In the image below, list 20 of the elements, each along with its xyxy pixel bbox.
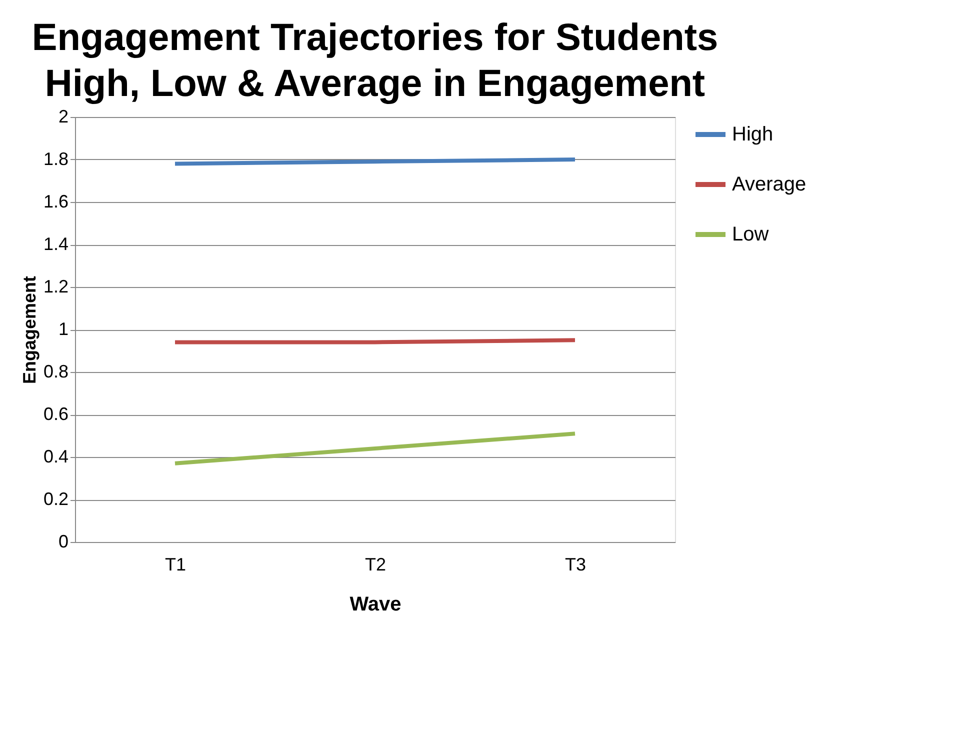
legend-label: High	[732, 124, 774, 146]
y-axis-title: Engagement	[19, 276, 40, 384]
y-tick-label: 0.8	[43, 362, 68, 382]
y-tick-label: 1.2	[43, 276, 68, 296]
legend-label: Low	[732, 224, 770, 246]
chart-title: Engagement Trajectories for Students High, Low & Average in Engagement	[32, 17, 718, 105]
y-tick-label: 0.6	[43, 404, 68, 424]
x-tick-label: T2	[364, 554, 386, 574]
legend-label: Average	[732, 174, 806, 196]
y-tick-label: 0.4	[43, 446, 68, 466]
y-tick-label: 0.2	[43, 489, 68, 509]
y-tick-label: 1.6	[43, 192, 68, 212]
x-axis-title: Wave	[350, 594, 402, 616]
x-tick-label: T3	[564, 554, 586, 574]
y-tick-label: 2	[58, 106, 68, 126]
y-tick-label: 0	[58, 532, 68, 552]
y-tick-label: 1.4	[43, 234, 68, 254]
y-tick-label: 1.8	[43, 149, 68, 169]
y-tick-label: 1	[58, 319, 68, 339]
x-tick-label: T1	[164, 554, 186, 574]
